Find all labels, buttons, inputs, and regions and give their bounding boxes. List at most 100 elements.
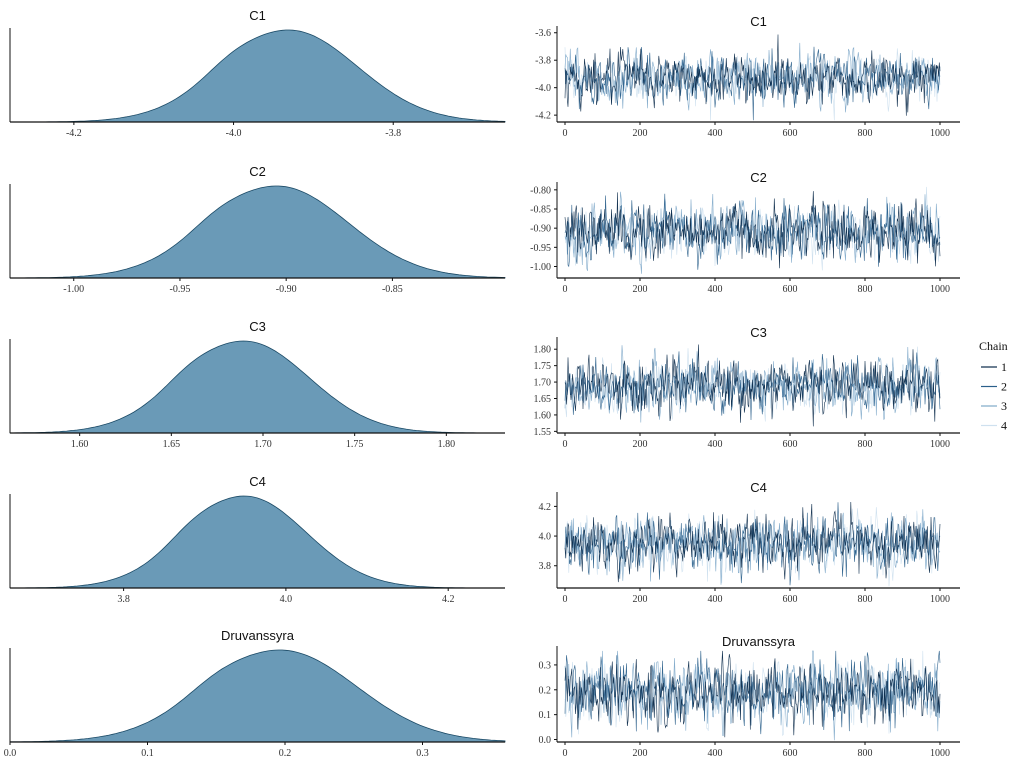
trace-x-tick-label: 0 [563,439,568,450]
trace-title: C1 [750,14,767,29]
trace-panel-c4: C4 4.2 4.0 3.8 0 200 400 600 800 1000 [539,480,960,605]
density-x-tick-label: -0.95 [170,284,191,295]
trace-x-tick-label: 400 [708,748,723,759]
density-area [9,495,505,589]
density-x-tick-label: 3.8 [117,594,130,605]
trace-x-tick-label: 1000 [930,128,950,139]
trace-y-tick-label: 0.1 [539,710,552,721]
density-x-tick-label: -3.8 [385,128,401,139]
trace-line-chain-4 [564,346,941,422]
trace-line-chain-2 [564,193,941,270]
trace-x-tick-label: 600 [783,128,798,139]
density-panel-c4: C4 3.8 4.0 4.2 [9,474,505,605]
trace-title: C2 [750,170,767,185]
density-area [10,29,506,123]
density-x-tick-label: 0.1 [141,748,154,759]
density-title: C1 [249,8,266,23]
trace-x-tick-label: 0 [563,128,568,139]
density-panel-c2: C2 -1.00 -0.95 -0.90 -0.85 [9,164,506,295]
density-x-tick-label: 4.0 [280,594,293,605]
trace-y-tick-label: -4.2 [535,111,551,122]
trace-line-chain-1 [564,191,941,269]
trace-x-tick-label: 1000 [930,594,950,605]
trace-line-chain-1 [564,34,941,116]
density-x-tick-label: -0.90 [276,284,297,295]
density-panel-druvanssyra: Druvanssyra 0.0 0.1 0.2 0.3 [4,628,506,759]
trace-panel-c1: C1 -3.6 -3.8 -4.0 -4.2 0 200 400 600 800 1000 [535,14,960,139]
trace-y-tick-label: -3.8 [535,56,551,67]
legend-label-chain-2: 2 [1001,380,1007,394]
density-panel-c1: C1 -4.2 -4.0 -3.8 [9,8,506,139]
density-x-tick-label: -1.00 [63,284,84,295]
trace-y-tick-label: 0.2 [539,685,552,696]
trace-y-tick-label: 1.80 [534,345,552,356]
density-x-tick-label: 1.65 [163,439,181,450]
trace-x-tick-label: 600 [783,748,798,759]
chain-legend: Chain 1 2 3 4 [979,339,1008,433]
trace-y-tick-label: 1.75 [534,361,552,372]
trace-line-chain-3 [564,191,941,274]
legend-label-chain-4: 4 [1001,419,1007,433]
density-panel-c3: C3 1.60 1.65 1.70 1.75 1.80 [9,319,505,450]
trace-y-tick-label: 0.0 [539,735,552,746]
trace-x-tick-label: 400 [708,439,723,450]
trace-x-tick-label: 800 [858,594,873,605]
density-x-tick-label: 1.60 [71,439,89,450]
density-area [9,649,506,743]
trace-x-tick-label: 400 [708,284,723,295]
trace-x-tick-label: 600 [783,284,798,295]
trace-x-tick-label: 1000 [930,439,950,450]
trace-y-tick-label: 3.8 [539,561,552,572]
trace-x-tick-label: 600 [783,439,798,450]
trace-x-tick-label: 800 [858,439,873,450]
trace-y-tick-label: 0.3 [539,660,552,671]
trace-y-tick-label: 1.60 [534,410,552,421]
density-x-tick-label: -4.2 [66,128,82,139]
trace-y-tick-label: -4.0 [535,83,551,94]
trace-x-tick-label: 400 [708,128,723,139]
trace-title: C3 [750,325,767,340]
trace-x-tick-label: 600 [783,594,798,605]
trace-line-chain-1 [564,501,941,583]
density-x-tick-label: 4.2 [442,594,455,605]
trace-y-tick-label: 1.70 [534,378,552,389]
trace-line-chain-2 [564,502,941,586]
density-title: Druvanssyra [221,628,295,643]
trace-x-tick-label: 200 [633,284,648,295]
density-x-tick-label: 1.70 [254,439,272,450]
density-title: C2 [249,164,266,179]
density-title: C3 [249,319,266,334]
trace-line-chain-2 [564,650,941,735]
legend-label-chain-1: 1 [1001,360,1007,374]
trace-x-tick-label: 200 [633,439,648,450]
trace-x-tick-label: 0 [563,594,568,605]
trace-y-tick-label: 4.0 [539,532,552,543]
trace-y-tick-label: 1.65 [534,394,552,405]
trace-x-tick-label: 800 [858,748,873,759]
density-area [9,340,505,434]
legend-label-chain-3: 3 [1001,399,1007,413]
trace-x-tick-label: 200 [633,594,648,605]
density-x-tick-label: 0.3 [416,748,429,759]
trace-x-tick-label: 0 [563,284,568,295]
trace-y-tick-label: -0.90 [530,224,551,235]
density-x-tick-label: 0.0 [4,748,17,759]
trace-y-tick-label: -1.00 [530,262,551,273]
trace-x-tick-label: 400 [708,594,723,605]
trace-y-tick-label: 4.2 [539,502,552,513]
trace-panel-c2: C2 -0.80 -0.85 -0.90 -0.95 -1.00 0 200 400 600 800… [530,170,960,295]
trace-x-tick-label: 200 [633,748,648,759]
density-x-tick-label: 0.2 [279,748,292,759]
trace-y-tick-label: -0.95 [530,243,551,254]
trace-x-tick-label: 800 [858,128,873,139]
trace-line-chain-1 [564,344,941,427]
trace-y-tick-label: 1.55 [534,427,552,438]
trace-y-tick-label: -0.80 [530,185,551,196]
trace-title: C4 [750,480,767,495]
density-x-tick-label: -0.85 [382,284,403,295]
density-x-tick-label: 1.80 [438,439,456,450]
trace-x-tick-label: 1000 [930,284,950,295]
trace-x-tick-label: 800 [858,284,873,295]
density-x-tick-label: -4.0 [226,128,242,139]
